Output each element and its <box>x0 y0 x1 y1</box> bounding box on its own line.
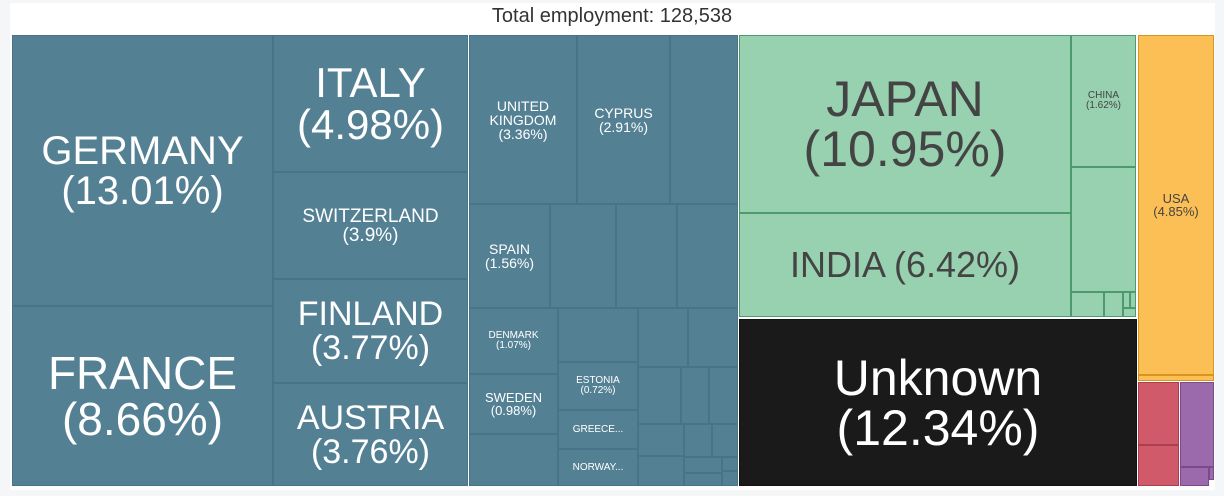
tile-label: USA (4.85%) <box>1153 191 1199 219</box>
tile-norway[interactable]: NORWAY... <box>558 449 638 486</box>
tile-asia-other[interactable] <box>1071 167 1136 292</box>
tile-label: SWITZERLAND (3.9%) <box>302 205 439 246</box>
tile-united-kingdom[interactable]: UNITED KINGDOM (3.36%) <box>469 35 577 204</box>
tile-austria[interactable]: AUSTRIA (3.76%) <box>273 383 468 486</box>
tile-label: NORWAY... <box>572 461 624 473</box>
tile-label: INDIA (6.42%) <box>789 244 1021 285</box>
tile-unknown[interactable]: Unknown (12.34%) <box>739 319 1137 486</box>
tile-label: AUSTRIA (3.76%) <box>296 398 445 471</box>
tile-purple-group-1[interactable] <box>1180 382 1214 467</box>
tile-label: SPAIN (1.56%) <box>484 241 535 271</box>
tile-europe-other[interactable] <box>638 367 681 424</box>
tile-label: JAPAN (10.95%) <box>803 71 1007 177</box>
tile-europe-other[interactable] <box>684 424 712 457</box>
tile-purple-group-2[interactable] <box>1180 467 1209 486</box>
tile-denmark[interactable]: DENMARK (1.07%) <box>469 308 558 374</box>
tile-europe-other[interactable] <box>638 456 684 486</box>
tile-label: ESTONIA (0.72%) <box>576 375 620 396</box>
tile-label: DENMARK (1.07%) <box>488 330 539 351</box>
tile-europe-other[interactable] <box>550 204 616 308</box>
tile-europe-other[interactable] <box>722 471 738 486</box>
tile-purple-group-3[interactable] <box>1209 467 1214 480</box>
tile-germany[interactable]: GERMANY (13.01%) <box>12 35 273 306</box>
tile-spain[interactable]: SPAIN (1.56%) <box>469 204 550 308</box>
tile-label: FRANCE (8.66%) <box>47 347 238 445</box>
tile-europe-other[interactable] <box>722 457 738 471</box>
tile-asia-other[interactable] <box>1130 292 1136 308</box>
tile-label: FINLAND (3.77%) <box>297 295 444 367</box>
tile-europe-other[interactable] <box>670 35 738 204</box>
tile-cyprus[interactable]: CYPRUS (2.91%) <box>577 35 670 204</box>
tile-americas-other[interactable] <box>1138 375 1214 381</box>
tile-estonia[interactable]: ESTONIA (0.72%) <box>558 362 638 410</box>
tile-asia-other[interactable] <box>1123 308 1136 317</box>
tile-europe-other[interactable] <box>684 473 722 486</box>
tile-europe-other[interactable] <box>469 434 558 486</box>
tile-italy[interactable]: ITALY (4.98%) <box>273 35 468 172</box>
tile-japan[interactable]: JAPAN (10.95%) <box>739 35 1071 213</box>
tile-usa[interactable]: USA (4.85%) <box>1138 35 1214 375</box>
tile-label: ITALY (4.98%) <box>296 58 445 148</box>
tile-label: Unknown (12.34%) <box>833 349 1043 456</box>
tile-europe-other[interactable] <box>688 308 738 367</box>
tile-asia-other[interactable] <box>1071 292 1104 317</box>
tile-red-group-1[interactable] <box>1138 382 1179 445</box>
tile-france[interactable]: FRANCE (8.66%) <box>12 306 273 486</box>
tile-europe-other[interactable] <box>681 367 709 424</box>
tile-europe-other[interactable] <box>638 308 688 367</box>
tile-switzerland[interactable]: SWITZERLAND (3.9%) <box>273 172 468 279</box>
tile-europe-other[interactable] <box>712 424 738 457</box>
tile-label: CYPRUS (2.91%) <box>594 104 653 135</box>
tile-europe-other[interactable] <box>558 308 638 362</box>
tile-europe-other[interactable] <box>684 457 722 473</box>
tile-greece[interactable]: GREECE... <box>558 410 638 449</box>
tile-asia-other[interactable] <box>1123 292 1130 308</box>
chart-title: Total employment: 128,538 <box>491 5 733 27</box>
tile-label: GREECE... <box>572 423 624 435</box>
tile-china[interactable]: CHINA (1.62%) <box>1071 35 1136 167</box>
tile-label: GERMANY (13.01%) <box>41 128 244 213</box>
tile-europe-other[interactable] <box>616 204 677 308</box>
tile-finland[interactable]: FINLAND (3.77%) <box>273 279 468 383</box>
tile-europe-other[interactable] <box>709 367 738 424</box>
tile-asia-other[interactable] <box>1104 292 1123 317</box>
tile-label: UNITED KINGDOM (3.36%) <box>489 97 557 142</box>
tile-india[interactable]: INDIA (6.42%) <box>739 213 1071 317</box>
tile-label: CHINA (1.62%) <box>1085 90 1121 111</box>
tile-label: SWEDEN (0.98%) <box>484 390 543 418</box>
tile-sweden[interactable]: SWEDEN (0.98%) <box>469 374 558 434</box>
tile-red-group-2[interactable] <box>1138 445 1179 486</box>
tile-europe-other[interactable] <box>638 424 684 456</box>
tile-europe-other[interactable] <box>677 204 738 308</box>
